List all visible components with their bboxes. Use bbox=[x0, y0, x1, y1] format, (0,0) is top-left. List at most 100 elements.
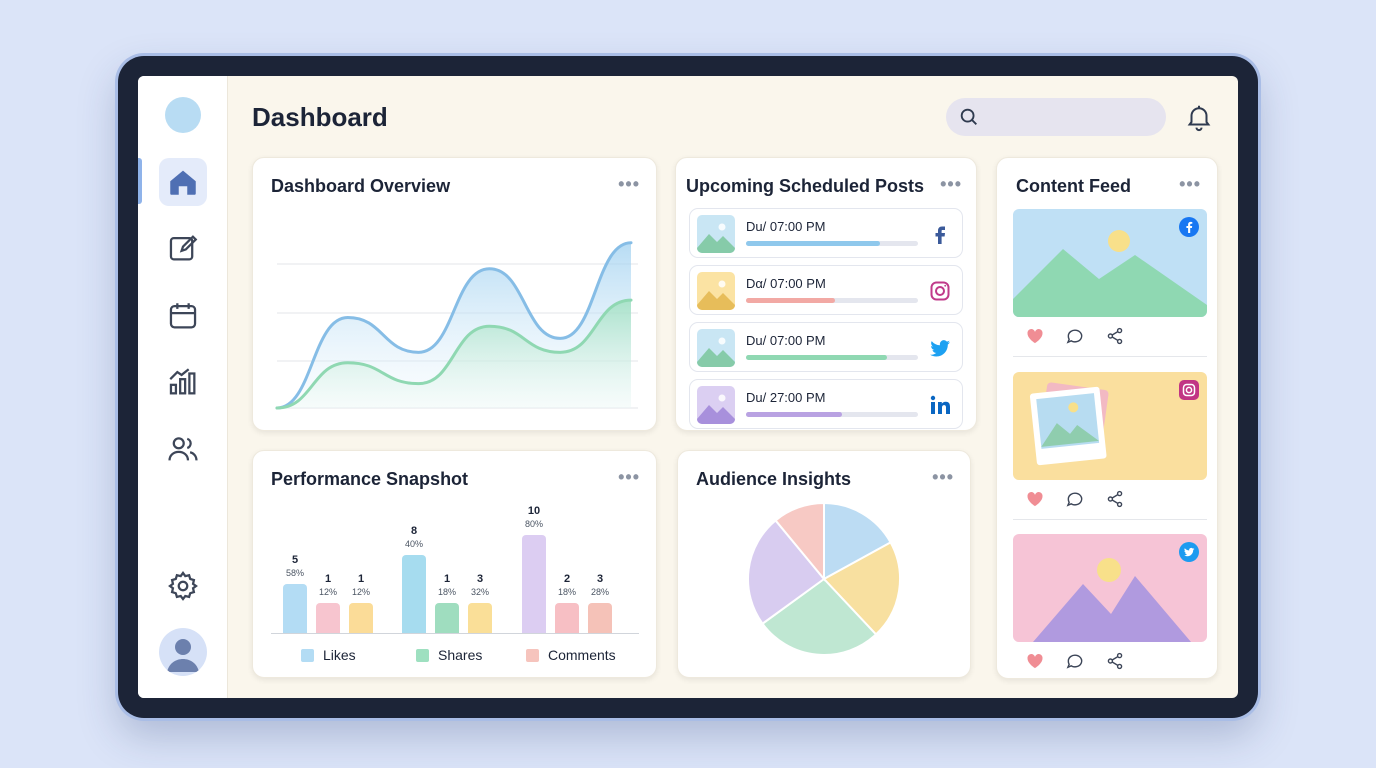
content-feed-card: Content Feed ••• bbox=[996, 157, 1218, 679]
search-input[interactable] bbox=[988, 109, 1158, 125]
device-frame: Dashboard Dashboard Overview ••• Upcomin… bbox=[118, 56, 1258, 718]
bar-percent-label: 18% bbox=[437, 587, 456, 597]
facebook-icon bbox=[1179, 217, 1199, 237]
post-time: Dα/ 07:00 PM bbox=[746, 276, 826, 291]
legend-comments: Comments bbox=[526, 647, 616, 663]
app-screen: Dashboard Dashboard Overview ••• Upcomin… bbox=[138, 76, 1238, 698]
scheduled-post-row[interactable]: Du/ 07:00 PM bbox=[689, 208, 963, 258]
share-icon[interactable] bbox=[1105, 489, 1125, 509]
scheduled-post-row[interactable]: Dα/ 07:00 PM bbox=[689, 265, 963, 315]
bar-comments bbox=[588, 603, 612, 633]
feed-post-image[interactable] bbox=[1013, 209, 1207, 317]
bar-value-label: 3 bbox=[476, 573, 484, 585]
bar-value-label: 5 bbox=[291, 554, 299, 566]
post-thumbnail bbox=[697, 215, 735, 253]
chart-baseline bbox=[271, 633, 639, 634]
feed-post-image[interactable] bbox=[1013, 372, 1207, 480]
bar-percent-label: 18% bbox=[557, 587, 576, 597]
settings-button[interactable] bbox=[159, 562, 207, 610]
bar-value-label: 1 bbox=[443, 573, 451, 585]
series-line-1 bbox=[275, 241, 633, 410]
notification-bell-icon[interactable] bbox=[1184, 102, 1214, 132]
bar-percent-label: 80% bbox=[524, 519, 543, 529]
post-progress-fill bbox=[746, 355, 888, 360]
bar-value-label: 3 bbox=[596, 573, 604, 585]
legend-shares: Shares bbox=[416, 647, 482, 663]
feed-divider bbox=[1013, 519, 1207, 520]
bar-shares bbox=[555, 603, 579, 633]
performance-card: Performance Snapshot ••• 5 58% 1 12% 1 12% 8 40… bbox=[252, 450, 657, 678]
avatar[interactable] bbox=[159, 628, 207, 676]
bar-likes bbox=[402, 554, 426, 633]
bar-percent-label: 40% bbox=[404, 538, 423, 549]
bar-value-label: 8 bbox=[410, 524, 418, 537]
share-icon[interactable] bbox=[1105, 651, 1125, 671]
bar-value-label: 10 bbox=[527, 505, 541, 517]
search-icon bbox=[960, 108, 977, 125]
feed-actions bbox=[1025, 651, 1125, 671]
edit-icon bbox=[169, 235, 198, 261]
search-bar[interactable] bbox=[946, 98, 1166, 136]
sidebar-item-users[interactable] bbox=[159, 425, 207, 473]
bar-percent-label: 12% bbox=[351, 587, 370, 597]
sidebar-item-compose[interactable] bbox=[159, 224, 207, 272]
app-logo bbox=[165, 97, 201, 133]
post-progress-track bbox=[746, 412, 918, 417]
legend-likes: Likes bbox=[301, 647, 356, 663]
bar-percent-label: 28% bbox=[590, 587, 609, 597]
post-progress-fill bbox=[746, 298, 836, 303]
share-icon[interactable] bbox=[1105, 326, 1125, 346]
pie-slice-5 bbox=[774, 501, 825, 582]
bar-value-label: 1 bbox=[357, 573, 365, 585]
facebook-icon[interactable] bbox=[928, 222, 952, 246]
card-menu-button[interactable]: ••• bbox=[1179, 174, 1201, 194]
analytics-icon bbox=[169, 368, 196, 395]
card-menu-button[interactable]: ••• bbox=[932, 467, 954, 487]
audience-pie-chart bbox=[747, 501, 901, 656]
pie-slice-4 bbox=[747, 519, 826, 626]
scheduled-post-row[interactable]: Du/ 27:00 PM bbox=[689, 379, 963, 429]
comment-icon[interactable] bbox=[1065, 651, 1085, 671]
post-progress-track bbox=[746, 355, 918, 360]
heart-icon[interactable] bbox=[1025, 489, 1045, 509]
linkedin-icon[interactable] bbox=[928, 393, 952, 417]
card-menu-button[interactable]: ••• bbox=[618, 467, 640, 487]
active-indicator bbox=[138, 158, 142, 204]
sidebar-item-calendar[interactable] bbox=[159, 292, 207, 340]
sidebar bbox=[138, 76, 228, 698]
card-title: Audience Insights bbox=[696, 469, 852, 489]
calendar-icon bbox=[169, 303, 197, 329]
heart-icon[interactable] bbox=[1025, 326, 1045, 346]
post-progress-fill bbox=[746, 241, 881, 246]
scheduled-posts-card: Upcoming Scheduled Posts ••• Du/ 07:00 P… bbox=[675, 157, 977, 431]
scheduled-post-row[interactable]: Du/ 07:00 PM bbox=[689, 322, 963, 372]
bar-shares bbox=[435, 603, 459, 633]
card-title: Dashboard Overview bbox=[271, 176, 451, 196]
overview-area-chart bbox=[275, 241, 638, 410]
post-progress-fill bbox=[746, 412, 843, 417]
feed-divider bbox=[1013, 356, 1207, 357]
instagram-icon[interactable] bbox=[928, 279, 952, 303]
heart-icon[interactable] bbox=[1025, 651, 1045, 671]
user-avatar-icon bbox=[167, 639, 199, 672]
card-title: Upcoming Scheduled Posts bbox=[686, 176, 925, 196]
twitter-icon bbox=[1179, 542, 1199, 562]
comment-icon[interactable] bbox=[1065, 326, 1085, 346]
card-menu-button[interactable]: ••• bbox=[618, 174, 640, 194]
card-menu-button[interactable]: ••• bbox=[940, 174, 962, 194]
bar-likes bbox=[283, 584, 307, 633]
post-time: Du/ 07:00 PM bbox=[746, 219, 826, 234]
comment-icon[interactable] bbox=[1065, 489, 1085, 509]
bar-comments bbox=[468, 603, 492, 633]
twitter-icon[interactable] bbox=[928, 336, 952, 360]
series-line-2 bbox=[275, 298, 633, 410]
instagram-icon bbox=[1179, 380, 1199, 400]
audience-card: Audience Insights ••• bbox=[677, 450, 971, 678]
feed-post-image[interactable] bbox=[1013, 534, 1207, 642]
pie-slice-1 bbox=[823, 501, 892, 581]
sidebar-item-analytics[interactable] bbox=[159, 358, 207, 406]
post-thumbnail bbox=[697, 329, 735, 367]
overview-card: Dashboard Overview ••• bbox=[252, 157, 657, 431]
sidebar-item-home[interactable] bbox=[159, 158, 207, 206]
series-area-2 bbox=[277, 300, 631, 408]
